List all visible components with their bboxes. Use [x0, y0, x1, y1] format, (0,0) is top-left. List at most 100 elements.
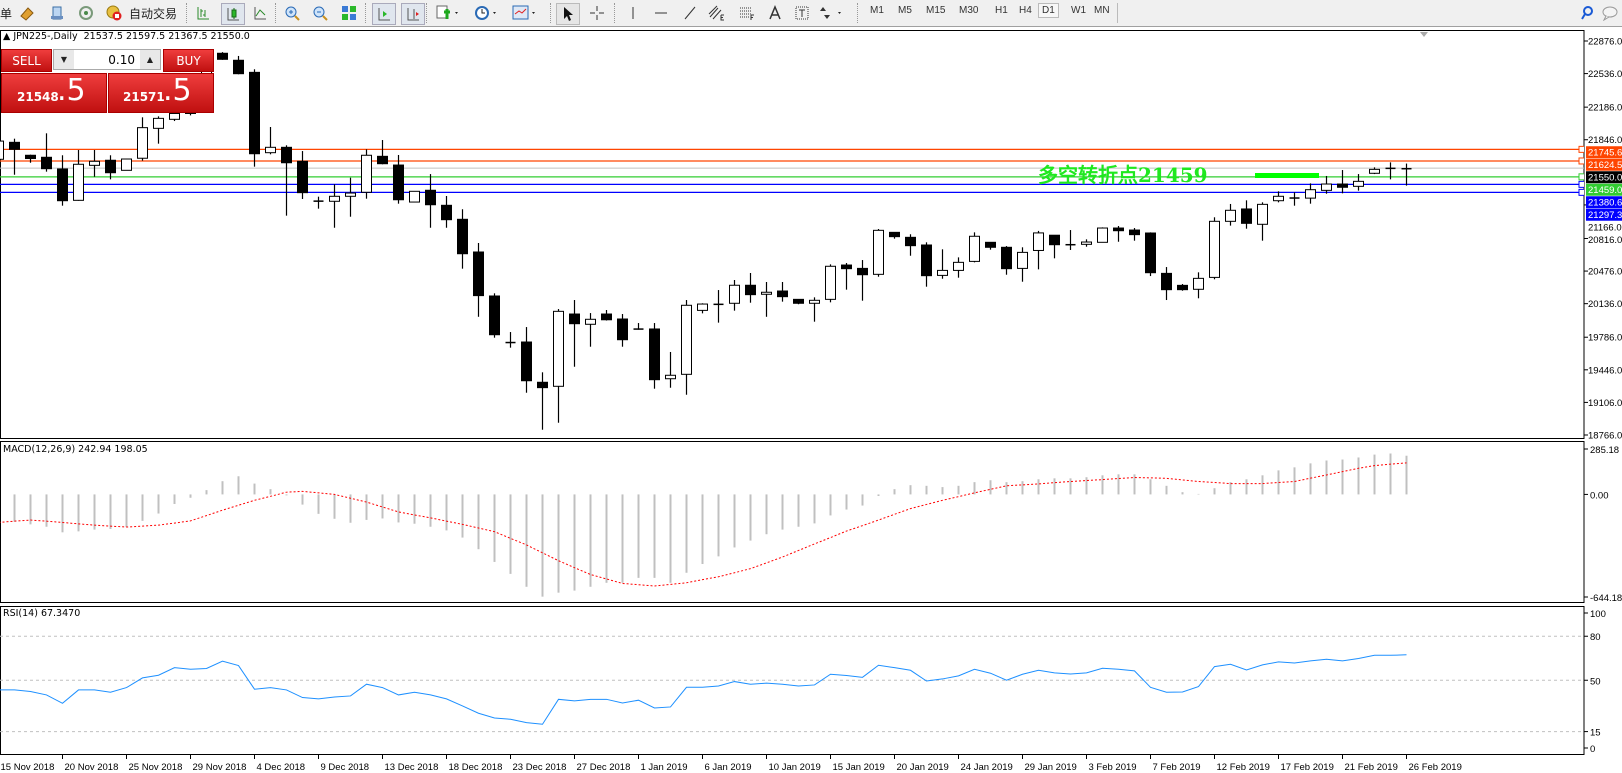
candle [233, 55, 244, 75]
date-axis-label: 15 Nov 2018 [1, 762, 55, 773]
candle-body-bull [137, 127, 148, 159]
price-axis-label: 20816.0 [1588, 235, 1622, 246]
autotrade-icon[interactable] [103, 3, 125, 23]
timeframe-h1[interactable]: H1 [995, 5, 1008, 16]
timeframe-d1[interactable]: D1 [1038, 3, 1059, 18]
date-axis-label: 12 Feb 2019 [1217, 762, 1270, 773]
date-axis-label: 25 Nov 2018 [129, 762, 183, 773]
candle [121, 158, 132, 171]
zoom-in-icon[interactable] [282, 3, 302, 23]
candle [1225, 203, 1236, 226]
bar-chart-icon[interactable] [193, 3, 213, 23]
sell-price-button[interactable]: 21548 .5 [1, 73, 107, 113]
candle-body-bear [985, 241, 996, 248]
rsi-panel [0, 635, 1584, 733]
candle [841, 263, 852, 290]
candle [1017, 247, 1028, 282]
level-handle [1578, 145, 1584, 153]
chart-shift-icon[interactable] [401, 3, 425, 25]
candle [505, 332, 516, 348]
candle [425, 174, 436, 228]
search-icon[interactable] [1578, 3, 1596, 23]
candle-body-bull [1257, 203, 1268, 225]
equidistant-channel-icon[interactable] [707, 3, 727, 23]
toolbar-separator [857, 3, 859, 23]
timeframe-m30[interactable]: M30 [959, 5, 979, 16]
autoscroll-icon[interactable] [372, 3, 396, 25]
level-price-label: 21380.6 [1588, 198, 1622, 209]
date-axis-label: 20 Nov 2018 [65, 762, 119, 773]
timeframe-m15[interactable]: M15 [926, 5, 946, 16]
candle [809, 297, 820, 322]
cursor-icon[interactable] [556, 3, 580, 25]
candle [1081, 239, 1092, 247]
price-axis-label: 19106.0 [1588, 398, 1622, 409]
tile-windows-icon[interactable] [339, 3, 359, 23]
arrows-icon[interactable] [815, 3, 847, 23]
timeframe-m5[interactable]: M5 [898, 5, 912, 16]
timeframe-m1[interactable]: M1 [870, 5, 884, 16]
candle-body-bear [41, 156, 52, 170]
toolbar-separator [614, 3, 616, 23]
orders-icon[interactable] [17, 3, 37, 23]
candle [89, 149, 100, 177]
candle-body-bear [57, 168, 68, 202]
candle [217, 52, 228, 60]
vertical-line-icon[interactable] [623, 3, 643, 23]
candle [1193, 272, 1204, 299]
autotrade-button[interactable]: 自动交易 [128, 6, 177, 21]
rsi-axis-label: 80 [1590, 632, 1601, 643]
line-chart-icon[interactable] [250, 3, 270, 23]
price-axis-label: 22876.0 [1588, 37, 1622, 48]
zoom-out-icon[interactable] [310, 3, 330, 23]
candle-body-bull [0, 140, 4, 160]
price-axis-label: 22536.0 [1588, 69, 1622, 80]
text-icon[interactable] [765, 3, 785, 23]
timeframe-mn[interactable]: MN [1094, 5, 1110, 16]
collapse-triangle-icon[interactable]: ▲ [3, 31, 14, 42]
candle [553, 309, 564, 423]
sell-button[interactable]: SELL [1, 49, 52, 72]
pivot-annotation-text[interactable]: 多空转折点21459 [1038, 163, 1208, 187]
rsi-label: RSI(14) 67.3470 [3, 608, 81, 619]
horizontal-line-icon[interactable] [651, 3, 671, 23]
text-label-icon[interactable] [792, 3, 812, 23]
timeframe-w1[interactable]: W1 [1071, 5, 1086, 16]
candle [457, 209, 468, 269]
candle [313, 196, 324, 209]
date-axis-label: 13 Dec 2018 [385, 762, 439, 773]
candle [1145, 232, 1156, 277]
candle-body-bull [329, 195, 340, 202]
candle-body-bull [761, 291, 772, 295]
candle-body-bull [121, 158, 132, 171]
date-axis-label: 6 Jan 2019 [705, 762, 752, 773]
market-watch-icon[interactable] [47, 3, 67, 23]
candle [1321, 175, 1332, 194]
candle [969, 232, 980, 263]
fibonacci-icon[interactable] [737, 3, 757, 23]
rsi-line [0, 654, 1407, 725]
candle [25, 154, 36, 163]
lot-increase-button[interactable]: ▲ [140, 50, 160, 69]
buy-price-button[interactable]: 21571 .5 [108, 73, 214, 113]
templates-icon[interactable] [510, 3, 540, 23]
candle-body-bull [409, 190, 420, 203]
timeframe-h4[interactable]: H4 [1019, 5, 1032, 16]
chat-icon[interactable] [1600, 3, 1620, 23]
menu-fragment[interactable]: 单 [0, 6, 13, 21]
candle-body-bear [569, 313, 580, 325]
rsi-axis-label: 100 [1590, 609, 1606, 620]
candle-body-bull [681, 304, 692, 375]
trendline-icon[interactable] [680, 3, 700, 23]
indicators-icon[interactable] [433, 3, 463, 23]
crosshair-icon[interactable] [587, 3, 607, 23]
rsi-axis-label: 15 [1590, 728, 1601, 739]
periods-icon[interactable] [472, 3, 502, 23]
candlestick-icon[interactable] [221, 3, 245, 25]
buy-button[interactable]: BUY [163, 49, 214, 72]
candle [729, 279, 740, 311]
lot-decrease-button[interactable]: ▼ [54, 50, 74, 69]
lot-size-input[interactable] [75, 50, 139, 69]
signals-icon[interactable] [76, 3, 96, 23]
